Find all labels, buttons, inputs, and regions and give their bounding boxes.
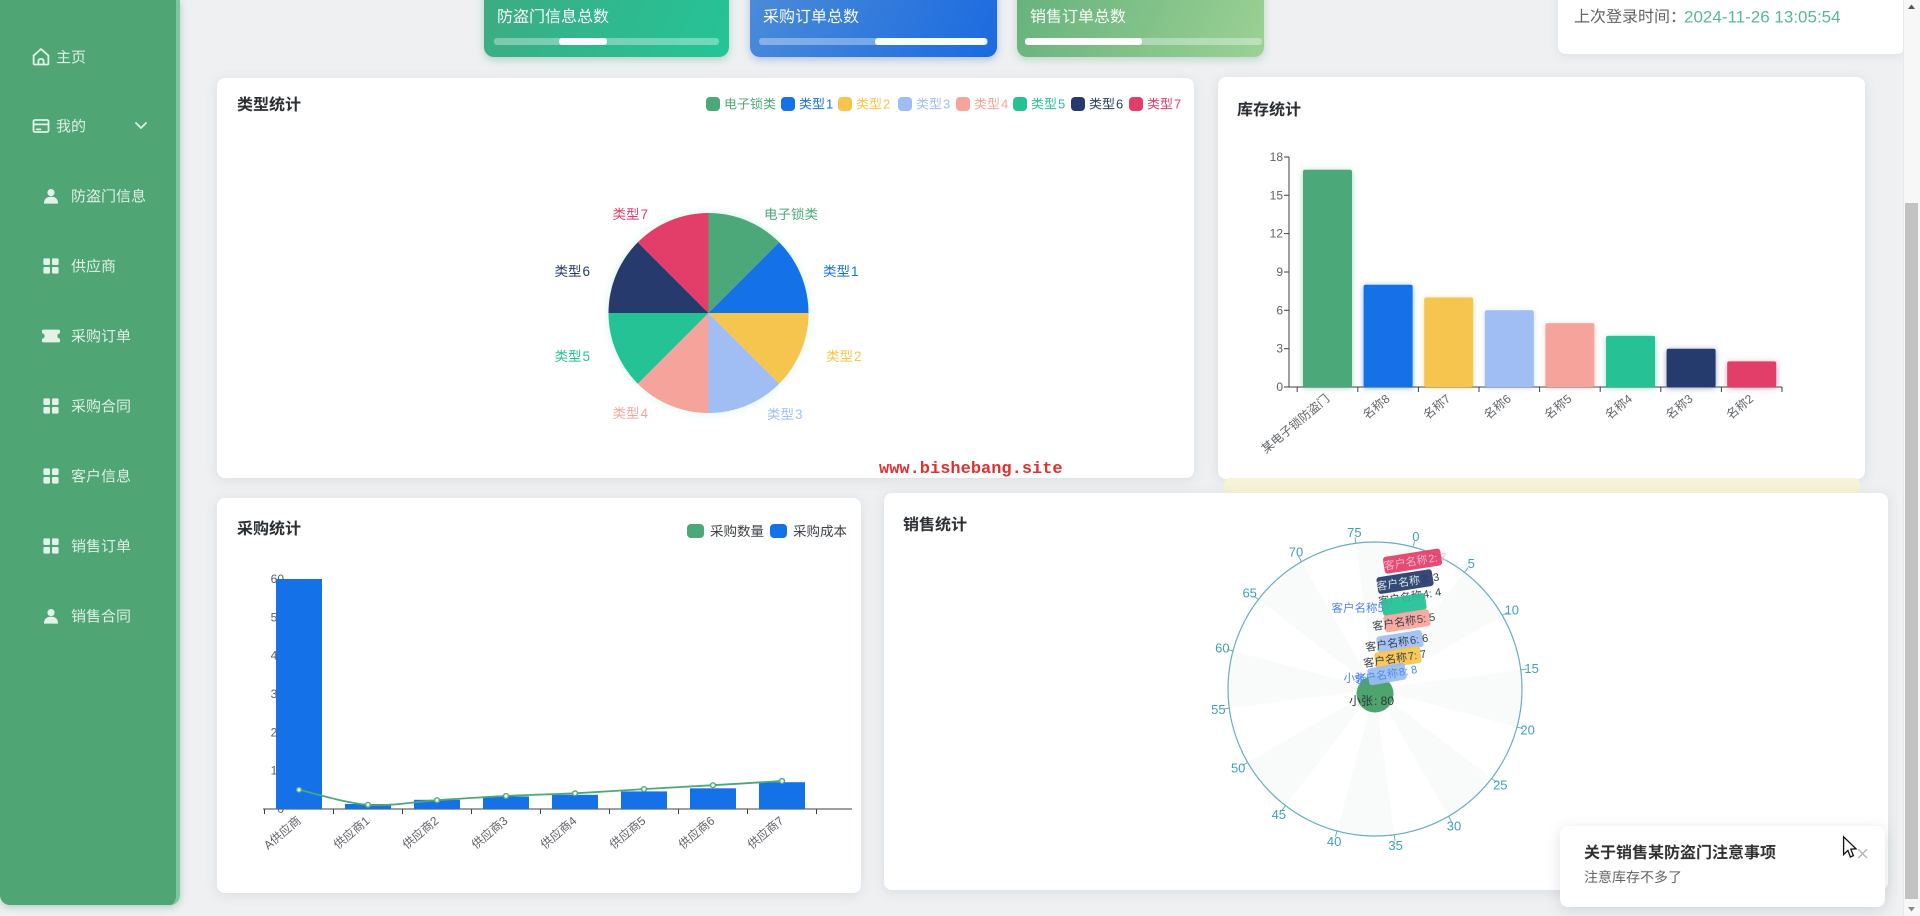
svg-text:4: 4: 4: 4 — [1422, 587, 1442, 602]
svg-text:5: 5 — [1058, 97, 1065, 112]
svg-text:12: 12 — [1270, 227, 1284, 241]
svg-text:6: 6 — [703, 813, 717, 828]
svg-text:3: 3 — [943, 97, 950, 112]
svg-text:7: 7 — [772, 813, 786, 828]
svg-text:1: 1 — [358, 813, 372, 828]
svg-text:25: 25 — [1493, 778, 1507, 793]
svg-text:2: 2: 2: 2 — [1428, 551, 1448, 566]
svg-text:3: 3 — [1276, 342, 1283, 356]
svg-text:7: 7: 7: 7 — [1407, 649, 1427, 664]
svg-text:www.bishebang.site: www.bishebang.site — [879, 460, 1063, 479]
svg-text:: 80: : 80 — [1374, 694, 1394, 708]
svg-text:4: 4 — [641, 406, 649, 421]
svg-text:5: 5 — [1468, 556, 1475, 571]
svg-text:A: A — [261, 837, 276, 853]
svg-text:6: 6: 6: 6 — [1409, 633, 1429, 648]
svg-text:10: 10 — [1505, 603, 1519, 618]
svg-text:6: 6 — [1116, 97, 1123, 112]
svg-text:15: 15 — [1270, 188, 1284, 202]
svg-text:45: 45 — [1272, 807, 1286, 822]
svg-text:0: 0 — [1276, 380, 1283, 394]
svg-text:3: 3: 3: 3 — [1420, 572, 1440, 587]
svg-text:4: 4 — [1001, 97, 1008, 112]
svg-text:20: 20 — [1520, 722, 1534, 737]
svg-text:7: 7 — [1174, 97, 1181, 112]
svg-text:0: 0 — [1412, 529, 1419, 544]
svg-text:9: 9 — [1276, 265, 1283, 279]
svg-text:65: 65 — [1242, 585, 1256, 600]
svg-text:2: 2 — [427, 813, 441, 828]
svg-text:2: 2 — [883, 97, 890, 112]
svg-text:1: 1 — [826, 97, 833, 112]
svg-text:55: 55 — [1211, 702, 1225, 717]
svg-text:7: 7 — [641, 207, 649, 222]
svg-text:5: 5: 5: 5 — [1416, 612, 1436, 627]
svg-text:5: 5 — [634, 813, 648, 828]
svg-text:5: 5 — [583, 349, 591, 364]
svg-text:60: 60 — [1215, 641, 1229, 656]
svg-text:15: 15 — [1524, 661, 1538, 676]
svg-text:50: 50 — [1231, 761, 1245, 776]
svg-text:2: 2 — [854, 349, 862, 364]
svg-text:35: 35 — [1388, 838, 1402, 853]
svg-text:8: 8: 8: 8 — [1398, 664, 1418, 679]
svg-text:6: 6 — [1276, 303, 1283, 317]
svg-text:6: 6 — [583, 264, 591, 279]
svg-text:70: 70 — [1289, 545, 1303, 560]
svg-text:18: 18 — [1270, 150, 1284, 164]
svg-text:3: 3 — [795, 407, 803, 422]
svg-text:2024-11-26 13:05:54: 2024-11-26 13:05:54 — [1684, 8, 1841, 27]
svg-text:3: 3 — [496, 813, 510, 828]
svg-text:30: 30 — [1447, 818, 1461, 833]
svg-text:40: 40 — [1327, 834, 1341, 849]
svg-text:1: 1 — [851, 264, 859, 279]
svg-text:75: 75 — [1347, 525, 1361, 540]
svg-text:4: 4 — [565, 813, 579, 828]
